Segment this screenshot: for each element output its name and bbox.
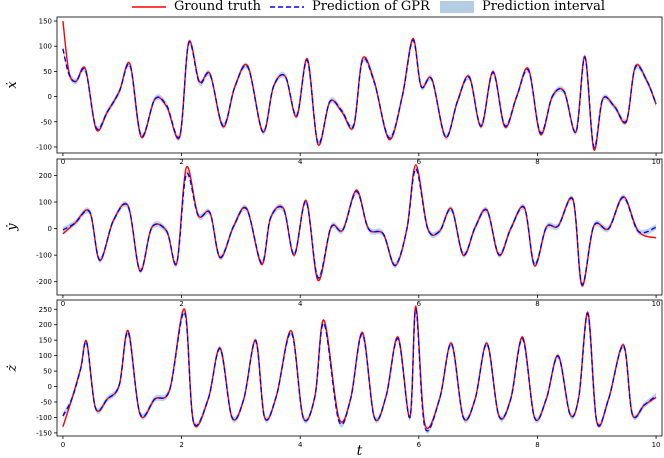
panel-1: -100 -50 0 50 100 150 0 2 4 6 8 10 ẋ [5, 16, 663, 166]
y-axis-label: ẏ [5, 223, 20, 232]
series-line-ground-truth [62, 305, 657, 429]
legend-swatch-prediction-interval [440, 1, 474, 13]
y-tick-label: -100 [36, 414, 52, 422]
chart-legend: Ground truth Prediction of GPR Predictio… [0, 0, 664, 16]
series-line-prediction-gpr [62, 168, 657, 286]
prediction-interval-band [62, 306, 657, 434]
series-line-prediction-gpr [62, 308, 657, 432]
legend-label-prediction-interval: Prediction interval [482, 0, 606, 14]
y-axis-label: ż [5, 364, 20, 372]
y-axis-label: ẋ [5, 81, 20, 89]
y-tick-label: 200 [39, 321, 52, 329]
x-tick-label: 0 [61, 158, 65, 166]
y-tick-label: 0 [48, 93, 52, 101]
y-tick-label: 100 [39, 43, 52, 51]
x-tick-label: 0 [61, 300, 65, 308]
series-line-prediction-gpr [62, 39, 657, 148]
y-tick-label: 100 [39, 352, 52, 360]
y-tick-label: 0 [48, 225, 52, 233]
x-tick-label: 2 [179, 441, 183, 449]
x-tick-label: 10 [652, 158, 661, 166]
x-tick-label: 6 [417, 158, 422, 166]
plot-area-2 [62, 164, 657, 288]
x-tick-label: 8 [535, 158, 539, 166]
y-tick-label: 0 [48, 383, 52, 391]
y-tick-label: -100 [36, 143, 52, 151]
x-tick-label: 8 [535, 300, 539, 308]
y-tick-label: -50 [41, 399, 52, 407]
y-tick-label: 150 [39, 18, 52, 26]
panel-frame [56, 158, 663, 296]
x-tick-label: 10 [652, 441, 661, 449]
x-axis-label: t [357, 443, 363, 458]
y-tick-label: -200 [36, 278, 52, 286]
legend-swatch-ground-truth [132, 6, 166, 8]
y-tick-label: 50 [43, 68, 52, 76]
y-tick-label: -100 [36, 252, 52, 260]
panel-frame [56, 16, 663, 154]
x-tick-label: 6 [417, 441, 422, 449]
x-tick-label: 0 [61, 441, 65, 449]
legend-swatch-prediction-gpr [270, 6, 304, 8]
plot-area-1 [62, 20, 657, 151]
y-tick-label: 100 [39, 199, 52, 207]
panel-frame [56, 299, 663, 437]
y-tick-label: 150 [39, 337, 52, 345]
prediction-interval-band [62, 37, 657, 151]
x-tick-label: 10 [652, 300, 661, 308]
series-line-ground-truth [62, 20, 657, 151]
y-tick-label: -150 [36, 429, 52, 437]
x-tick-label: 4 [298, 441, 303, 449]
y-tick-label: -50 [41, 118, 52, 126]
plot-area-3 [62, 305, 657, 434]
x-tick-label: 4 [298, 300, 303, 308]
x-tick-label: 4 [298, 158, 303, 166]
x-tick-label: 6 [417, 300, 422, 308]
legend-label-ground-truth: Ground truth [174, 0, 262, 14]
x-tick-label: 2 [179, 158, 183, 166]
y-tick-label: 200 [39, 172, 52, 180]
y-tick-label: 50 [43, 368, 52, 376]
x-tick-label: 2 [179, 300, 183, 308]
legend-label-prediction-gpr: Prediction of GPR [312, 0, 430, 14]
y-tick-label: 250 [39, 306, 52, 314]
x-tick-label: 8 [535, 441, 539, 449]
